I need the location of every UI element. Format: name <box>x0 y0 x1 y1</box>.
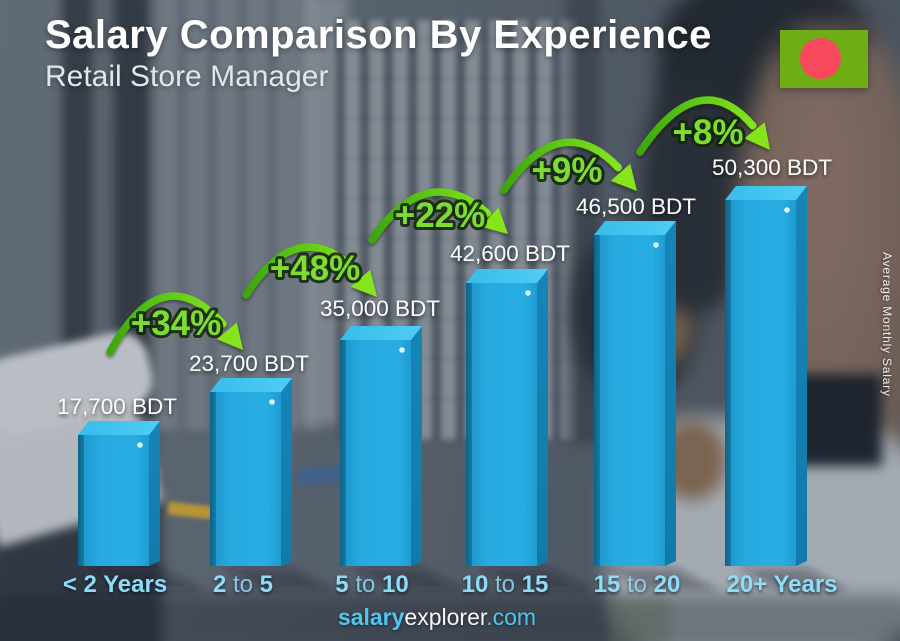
value-label: 50,300 BDT <box>712 155 832 180</box>
value-label: 35,000 BDT <box>320 296 440 321</box>
increase-arrowhead <box>610 163 637 191</box>
y-axis-label: Average Monthly Salary <box>880 252 894 397</box>
footer-brand-salary: salary <box>337 604 405 630</box>
bar-front-face <box>210 392 281 566</box>
page-subtitle: Retail Store Manager <box>45 60 329 93</box>
bar-front-face <box>78 435 149 566</box>
bar-floor-shadow <box>737 568 849 590</box>
bar-side-face <box>149 421 160 566</box>
bar-side-face <box>411 326 422 566</box>
bg-floor-shadow <box>0 595 900 641</box>
bar-left-edge <box>78 435 84 566</box>
bar-highlight-dot <box>525 290 531 296</box>
bar-front-face <box>466 283 537 566</box>
increase-arrow-arc <box>500 138 623 194</box>
footer-brand-link[interactable]: salaryexplorer.com <box>338 604 536 631</box>
value-label: 23,700 BDT <box>189 351 309 376</box>
value-label: 46,500 BDT <box>576 194 696 219</box>
bar-highlight-dot <box>399 347 405 353</box>
bar-top-face <box>340 326 422 340</box>
bg-building-left <box>148 0 318 430</box>
bg-green-paper <box>610 598 670 641</box>
increase-arrowhead <box>744 122 770 150</box>
bar-front-face <box>725 200 796 566</box>
bar-top-face <box>210 378 292 392</box>
flag-red-circle-icon <box>800 38 841 79</box>
increase-arrow-arc <box>242 243 362 299</box>
bar-front-face <box>594 235 665 566</box>
bar-side-face <box>796 186 807 566</box>
bar-top-face <box>725 186 807 200</box>
increase-percent-label: +22% <box>395 196 486 235</box>
bar-side-face <box>281 378 292 566</box>
bar-highlight-dot <box>137 442 143 448</box>
bar-highlight-dot <box>653 242 659 248</box>
increase-percent-label: +34% <box>131 304 222 343</box>
bar-highlight-dot <box>269 399 275 405</box>
bar-left-edge <box>594 235 600 566</box>
value-label: 42,600 BDT <box>450 241 570 266</box>
increase-arrowhead <box>216 322 243 350</box>
bar-left-edge <box>340 340 346 566</box>
footer-brand-explorer: explorer <box>404 604 487 630</box>
increase-percent-label: +48% <box>270 249 361 288</box>
bar-floor-shadow <box>222 568 334 590</box>
bar-floor-shadow <box>478 568 590 590</box>
bar-top-face <box>466 269 548 283</box>
value-label: 17,700 BDT <box>57 394 177 419</box>
increase-percent-label: +9% <box>531 151 602 190</box>
increase-arrow-arc <box>636 96 757 156</box>
bar-floor-shadow <box>90 568 202 590</box>
bangladesh-flag <box>780 30 868 88</box>
increase-arrow-arc <box>106 292 227 356</box>
page-title: Salary Comparison By Experience <box>45 13 712 57</box>
footer-brand-com: .com <box>486 604 537 630</box>
bar-top-face <box>594 221 676 235</box>
bar-top-face <box>78 421 160 435</box>
value-labels: 17,700 BDT 23,700 BDT 35,000 BDT 42,600 BDT… <box>57 155 832 419</box>
bar-side-face <box>665 221 676 566</box>
bg-laptop <box>794 374 882 466</box>
bar-floor-shadow <box>606 568 718 590</box>
bar-front-face <box>340 340 411 566</box>
bar-side-face <box>537 269 548 566</box>
increase-arrow-arc <box>368 188 492 244</box>
bar-left-edge <box>210 392 216 566</box>
increase-arrowhead <box>350 269 377 297</box>
bar-floor-shadow <box>352 568 464 590</box>
bar-highlight-dot <box>784 207 790 213</box>
bar-left-edge <box>725 200 731 566</box>
increase-arrowhead <box>480 207 508 234</box>
increase-percent-label: +8% <box>672 113 743 152</box>
bar-left-edge <box>466 283 472 566</box>
